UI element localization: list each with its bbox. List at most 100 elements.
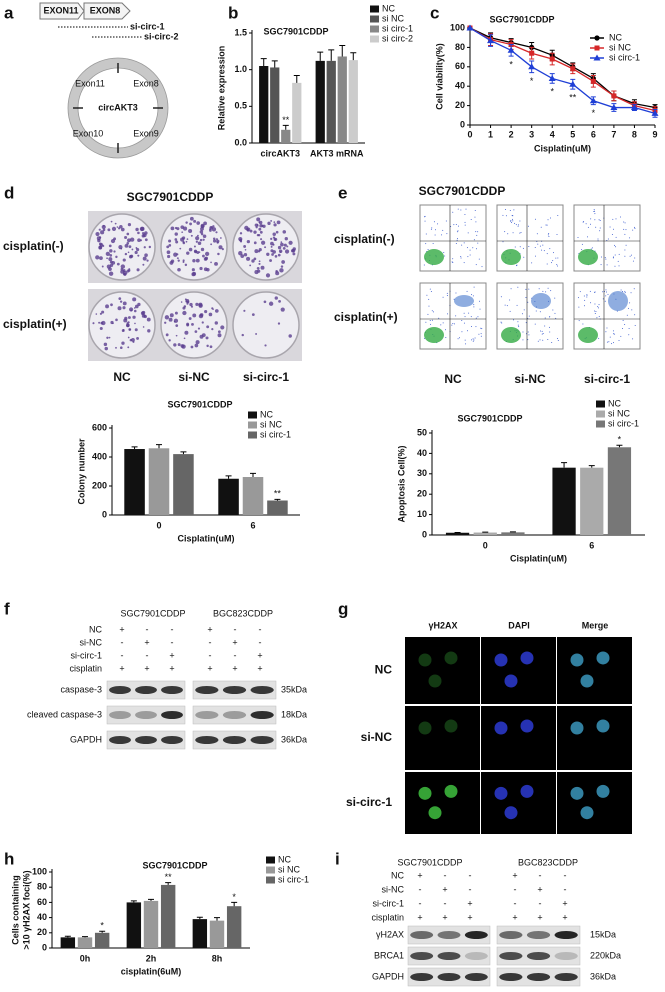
flow-dot — [463, 312, 465, 314]
flow-dot — [534, 323, 536, 325]
circ-ring-edge — [67, 57, 169, 159]
flow-dot — [590, 248, 592, 250]
blot-band — [499, 952, 523, 960]
nucleus — [504, 806, 518, 820]
flow-dot — [539, 339, 541, 341]
flow-dot — [445, 336, 447, 338]
flow-dot — [471, 294, 473, 296]
colony — [173, 343, 177, 347]
flow-dot — [429, 320, 431, 322]
colony — [132, 315, 136, 319]
flow-dot — [469, 254, 471, 256]
colony — [255, 333, 258, 335]
colony — [210, 226, 213, 229]
colony — [102, 228, 106, 232]
colony — [282, 230, 287, 234]
flow-cluster — [578, 327, 598, 343]
colony — [182, 259, 185, 262]
flow-dot — [442, 322, 444, 324]
flow-dot — [452, 211, 454, 213]
flow-dot — [615, 246, 617, 248]
colony — [189, 216, 194, 221]
legend-label: si circ-2 — [382, 33, 413, 43]
colony — [278, 299, 281, 303]
significance: * — [509, 60, 513, 70]
colony — [122, 306, 126, 310]
flow-dot — [604, 257, 606, 259]
flow-dot — [634, 325, 636, 327]
sign: + — [169, 650, 174, 660]
flow-dot — [456, 239, 458, 241]
colony — [176, 257, 179, 260]
sign: - — [171, 624, 174, 634]
flow-dot — [537, 243, 539, 245]
error-bar — [148, 898, 154, 901]
flow-dot — [465, 343, 467, 345]
legend-label: NC — [278, 854, 291, 864]
flow-dot — [604, 300, 606, 302]
flow-dot — [464, 316, 466, 318]
flow-dot — [477, 231, 479, 233]
flow-dot — [511, 218, 513, 220]
band-label: GAPDH — [372, 971, 404, 981]
bar — [60, 937, 76, 948]
band-size: 36kDa — [281, 734, 307, 744]
sign: - — [121, 650, 124, 660]
colony — [288, 334, 292, 338]
flow-dot — [458, 337, 460, 339]
colony — [173, 320, 176, 323]
column-label: NC — [113, 370, 131, 384]
point — [507, 46, 515, 53]
colony — [189, 222, 192, 226]
sign: - — [146, 650, 149, 660]
nucleus — [520, 784, 534, 798]
flow-dot — [505, 215, 507, 217]
flow-dot — [551, 342, 553, 344]
colony — [186, 251, 190, 255]
colony — [272, 232, 276, 236]
sign: + — [169, 663, 174, 673]
plate — [88, 291, 156, 359]
colony — [185, 221, 188, 224]
flow-dot — [426, 294, 428, 296]
flow-dot — [609, 336, 611, 338]
y-tick-label: 1.5 — [234, 27, 247, 37]
flow-dot — [606, 264, 608, 266]
y-tick-label: 80 — [37, 882, 47, 892]
flow-dot — [475, 221, 477, 223]
error-bar — [231, 901, 238, 907]
colony — [126, 238, 131, 243]
flow-dot — [624, 249, 626, 251]
band-label: cleaved caspase-3 — [27, 709, 102, 719]
error-bar — [260, 58, 267, 66]
colony — [119, 224, 123, 229]
flow-dot — [597, 306, 599, 308]
error-bar — [180, 451, 187, 455]
flow-dot — [515, 224, 517, 226]
flow-dot — [457, 230, 459, 232]
flow-dot — [618, 265, 620, 267]
flow-dot — [598, 337, 600, 339]
blot-band — [222, 686, 247, 694]
colony — [292, 252, 296, 256]
colony — [176, 253, 179, 256]
flow-dot — [461, 319, 463, 321]
flow-dot — [599, 227, 601, 229]
colony — [244, 248, 247, 251]
flow-dot — [630, 292, 632, 294]
colony — [275, 230, 279, 234]
sign: - — [514, 898, 517, 908]
colony — [166, 245, 170, 249]
flow-dot — [624, 324, 626, 326]
flow-dot — [545, 291, 547, 293]
flow-dot — [602, 291, 604, 293]
micrograph — [405, 706, 480, 770]
flow-dot — [467, 256, 469, 258]
flow-dot — [591, 247, 593, 249]
colony — [109, 260, 113, 264]
sign: - — [209, 650, 212, 660]
bar — [126, 902, 142, 948]
x-tick-label: 6 — [591, 129, 596, 139]
flow-dot — [607, 293, 609, 295]
flow-dot — [547, 338, 549, 340]
